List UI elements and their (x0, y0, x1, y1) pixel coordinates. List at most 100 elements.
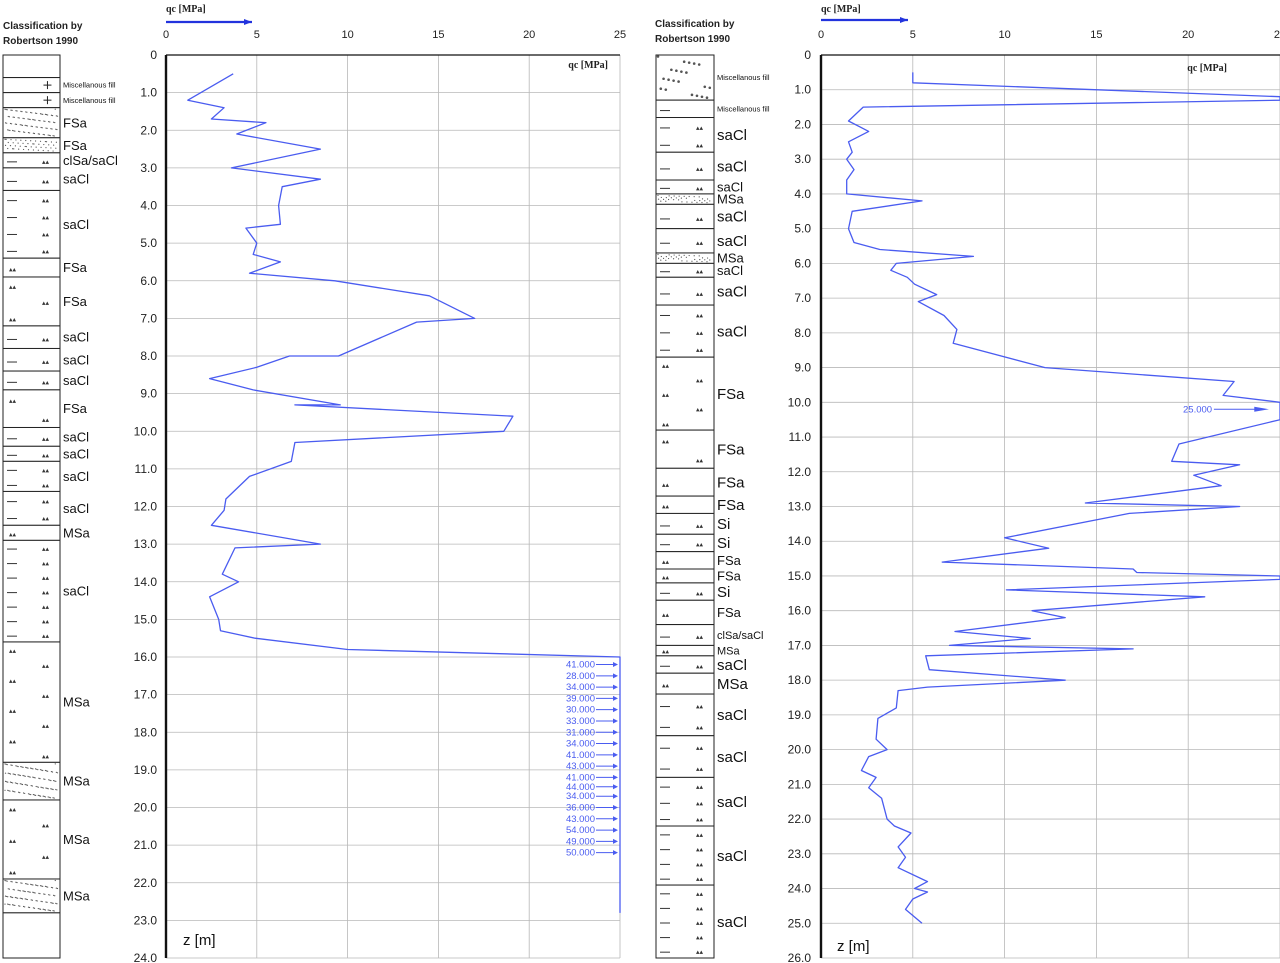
soil-pattern-triangles: ▴▴ (696, 905, 704, 912)
soil-pattern-dot (42, 795, 44, 797)
soil-pattern-dot (12, 896, 14, 899)
soil-pattern-dot (24, 792, 26, 795)
soil-layer (655, 179, 715, 195)
soil-pattern-dot (7, 789, 9, 791)
soil-pattern-dot (49, 779, 51, 781)
soil-layer-label: saCl (63, 172, 89, 187)
y-tick-label: 16.0 (788, 604, 812, 618)
soil-pattern-triangles: ▴▴ (42, 482, 50, 489)
soil-pattern-dot (698, 255, 700, 257)
soil-pattern-triangles: ▴▴ (42, 198, 50, 205)
soil-pattern-dot (13, 116, 15, 118)
soil-pattern-dot (47, 150, 49, 152)
soil-pattern-triangles: ▴▴ (9, 708, 17, 715)
soil-layer-label: clSa/saCl (717, 630, 763, 642)
soil-pattern-triangles: ▴▴ (696, 949, 704, 956)
soil-layer (655, 99, 715, 119)
soil-pattern-dot (45, 770, 48, 772)
soil-pattern-triangles: ▴▴ (662, 612, 670, 619)
soil-pattern-dot (42, 908, 44, 910)
soil-pattern-dot (8, 772, 10, 775)
soil-layer-label: saCl (717, 657, 747, 674)
soil-pattern-dot (706, 257, 709, 259)
soil-pattern-dot (7, 896, 9, 898)
soil-pattern-dot (53, 797, 55, 799)
soil-layer (2, 641, 61, 763)
y-tick-label: 21.0 (788, 777, 812, 791)
soil-pattern-triangles: ▴▴ (9, 648, 17, 655)
y-tick-label: 4.0 (794, 187, 811, 201)
soil-pattern-dot (32, 793, 35, 796)
soil-pattern-dot (42, 885, 44, 887)
soil-pattern-triangles: ▴▴ (696, 724, 704, 731)
soil-pattern-dot (29, 118, 31, 121)
soil-layer (2, 539, 61, 643)
soil-pattern-dot (662, 77, 665, 81)
soil-pattern-triangles: ▴▴ (42, 663, 50, 670)
soil-pattern-dot (9, 122, 12, 125)
soil-pattern-dot (27, 890, 29, 893)
soil-pattern-dot (32, 149, 35, 151)
soil-pattern-dot (42, 133, 44, 136)
soil-pattern-triangles: ▴▴ (696, 920, 704, 927)
soil-pattern-dot (657, 257, 660, 259)
soil-pattern-triangles: ▴▴ (696, 523, 704, 530)
soil-pattern-dot (52, 788, 54, 791)
soil-pattern-dot (46, 127, 48, 129)
soil-pattern-dot (699, 199, 701, 202)
soil-pattern-dot (7, 888, 9, 890)
soil-pattern-dot (706, 198, 709, 200)
soil-pattern-dot (10, 123, 13, 125)
soil-pattern-triangles: ▴▴ (696, 800, 704, 807)
soil-pattern-triangles: ▴▴ (696, 832, 704, 839)
soil-pattern-dot (7, 115, 9, 118)
soil-pattern-dot (4, 789, 6, 791)
soil-pattern-dot (47, 788, 49, 790)
soil-pattern-dot (49, 121, 51, 123)
soil-pattern-triangles: ▴▴ (662, 421, 670, 428)
soil-pattern-dot (53, 910, 55, 912)
soil-pattern-dot (42, 787, 44, 789)
soil-pattern-dot (52, 910, 54, 912)
y-tick-label: 24.0 (134, 951, 158, 963)
soil-pattern-triangles: ▴▴ (696, 766, 704, 773)
soil-pattern-dot (10, 109, 12, 111)
soil-layer (2, 152, 61, 169)
soil-pattern-triangles: ▴▴ (662, 392, 670, 399)
soil-pattern-dot (678, 254, 680, 256)
soil-pattern-dot (40, 900, 42, 902)
soil-pattern-dot (13, 889, 15, 891)
soil-pattern-dot (29, 891, 31, 893)
soil-pattern-dot (4, 138, 6, 140)
soil-pattern-dot (660, 255, 662, 258)
soil-pattern-dot (25, 883, 27, 885)
soil-pattern-dot (24, 890, 26, 893)
soil-pattern-dot (27, 132, 30, 134)
soil-layer (2, 389, 61, 428)
soil-pattern-triangles: ▴▴ (9, 678, 17, 685)
classification-title: Classification by Robertson 1990 (655, 17, 734, 47)
soil-pattern-dot (50, 788, 52, 790)
soil-pattern-dot (9, 896, 12, 898)
soil-pattern-dot (22, 142, 24, 144)
soil-pattern-dot (56, 887, 59, 890)
soil-pattern-dot (9, 781, 12, 783)
soil-layer-label: FSa (717, 569, 742, 584)
soil-layer (2, 167, 61, 191)
soil-pattern-dot (41, 113, 43, 115)
soil-pattern-dot (55, 771, 57, 774)
soil-pattern-dot (26, 784, 29, 786)
soil-pattern-triangles: ▴▴ (42, 619, 50, 626)
offscale-arrow-head (613, 816, 618, 822)
soil-layer (655, 429, 715, 469)
soil-pattern-dot (28, 793, 31, 795)
soil-pattern-dot (44, 885, 47, 887)
soil-layer (655, 582, 715, 601)
soil-pattern-dot (28, 132, 31, 134)
soil-layer (655, 228, 715, 254)
soil-pattern-dot (670, 256, 672, 258)
soil-layer (655, 825, 715, 886)
x-tick-label: 20 (1182, 29, 1194, 41)
soil-pattern-dot (43, 120, 45, 122)
soil-pattern-dot (30, 111, 32, 114)
